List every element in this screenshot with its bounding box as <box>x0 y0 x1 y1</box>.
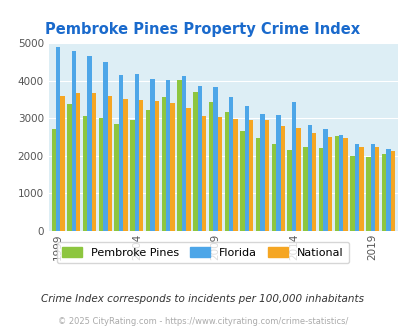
Bar <box>291 102 296 231</box>
Bar <box>327 137 331 231</box>
Bar <box>322 129 327 231</box>
Bar <box>264 120 269 231</box>
Bar <box>145 110 150 231</box>
Bar <box>114 124 119 231</box>
Bar <box>103 62 107 231</box>
Bar <box>370 145 374 231</box>
Bar <box>92 93 96 231</box>
Bar <box>119 75 123 231</box>
Bar <box>240 131 244 231</box>
Bar <box>197 86 201 231</box>
Bar <box>67 104 72 231</box>
Bar <box>139 100 143 231</box>
Bar <box>311 133 315 231</box>
Bar <box>123 99 127 231</box>
Bar <box>193 92 197 231</box>
Bar <box>381 154 385 231</box>
Bar <box>287 150 291 231</box>
Bar <box>358 147 363 231</box>
Bar <box>233 119 237 231</box>
Bar <box>134 74 139 231</box>
Bar <box>271 144 275 231</box>
Bar <box>260 114 264 231</box>
Bar <box>334 136 338 231</box>
Bar <box>181 76 186 231</box>
Bar <box>224 112 228 231</box>
Bar <box>343 139 347 231</box>
Bar <box>213 86 217 231</box>
Bar <box>249 120 253 231</box>
Bar <box>72 51 76 231</box>
Bar <box>256 138 260 231</box>
Bar <box>296 128 300 231</box>
Bar <box>107 96 112 231</box>
Bar <box>244 107 249 231</box>
Bar <box>385 149 390 231</box>
Bar <box>130 120 134 231</box>
Bar <box>51 129 56 231</box>
Text: Crime Index corresponds to incidents per 100,000 inhabitants: Crime Index corresponds to incidents per… <box>41 294 364 304</box>
Bar <box>208 102 213 231</box>
Bar <box>354 144 358 231</box>
Bar <box>56 47 60 231</box>
Bar <box>76 92 80 231</box>
Bar <box>201 116 206 231</box>
Bar <box>87 56 92 231</box>
Text: Pembroke Pines Property Crime Index: Pembroke Pines Property Crime Index <box>45 22 360 37</box>
Bar <box>338 135 343 231</box>
Bar <box>60 96 65 231</box>
Bar <box>228 97 233 231</box>
Bar <box>307 124 311 231</box>
Bar <box>186 108 190 231</box>
Bar <box>177 80 181 231</box>
Bar <box>161 97 166 231</box>
Bar <box>170 103 175 231</box>
Bar <box>150 79 154 231</box>
Bar <box>275 115 280 231</box>
Bar <box>365 157 370 231</box>
Text: © 2025 CityRating.com - https://www.cityrating.com/crime-statistics/: © 2025 CityRating.com - https://www.city… <box>58 317 347 326</box>
Bar <box>350 156 354 231</box>
Bar <box>98 118 103 231</box>
Bar <box>303 147 307 231</box>
Bar <box>318 148 322 231</box>
Legend: Pembroke Pines, Florida, National: Pembroke Pines, Florida, National <box>56 242 349 263</box>
Bar <box>280 126 284 231</box>
Bar <box>217 117 222 231</box>
Bar <box>83 116 87 231</box>
Bar <box>374 148 378 231</box>
Bar <box>154 101 159 231</box>
Bar <box>166 80 170 231</box>
Bar <box>390 151 394 231</box>
